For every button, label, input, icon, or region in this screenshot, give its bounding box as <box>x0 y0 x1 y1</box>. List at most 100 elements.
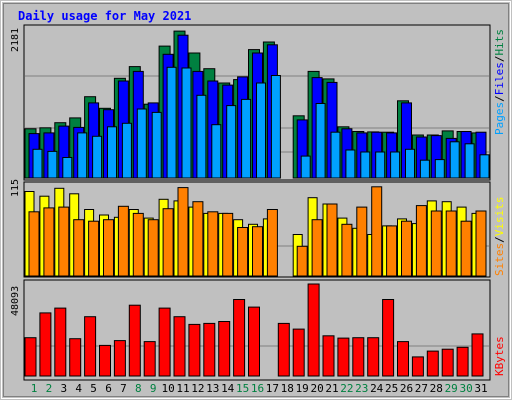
bar-kbytes-day-2 <box>39 312 52 377</box>
frame-shadow <box>3 3 509 397</box>
panel2-ymax-label: 115 <box>10 179 21 197</box>
x-tick-label-day-7: 7 <box>120 382 127 395</box>
bar-pages-day-24 <box>375 151 386 179</box>
x-tick-label-day-28: 28 <box>430 382 443 395</box>
bar-pages-day-28 <box>434 159 445 179</box>
legend-entry-1: / <box>493 236 506 243</box>
bar-sites-day-1 <box>28 211 40 277</box>
panel1-ymax-label: 2181 <box>10 28 21 52</box>
bar-pages-day-26 <box>405 148 415 179</box>
x-tick-label-day-12: 12 <box>191 382 204 395</box>
bar-sites-day-25 <box>386 225 398 277</box>
x-tick-label-day-10: 10 <box>161 382 174 395</box>
x-tick-label-day-23: 23 <box>355 382 368 395</box>
x-tick-label-day-1: 1 <box>31 382 38 395</box>
bar-pages-day-14 <box>226 105 237 179</box>
bar-pages-day-17 <box>270 75 281 179</box>
bar-sites-day-30 <box>460 220 472 277</box>
bar-pages-day-21 <box>330 131 341 179</box>
bar-pages-day-30 <box>464 143 475 179</box>
x-tick-label-day-5: 5 <box>90 382 97 395</box>
x-tick-label-day-30: 30 <box>459 382 472 395</box>
bar-kbytes-day-27 <box>411 356 424 377</box>
x-tick-label-day-24: 24 <box>370 382 384 395</box>
bar-kbytes-day-21 <box>322 335 335 377</box>
x-tick-label-day-19: 19 <box>296 382 309 395</box>
bar-pages-day-23 <box>360 151 371 179</box>
x-tick-label-day-27: 27 <box>415 382 428 395</box>
bar-sites-day-7 <box>117 205 129 277</box>
x-tick-label-day-13: 13 <box>206 382 219 395</box>
bar-sites-day-19 <box>296 245 308 277</box>
chart-title: Daily usage for May 2021 <box>18 9 191 23</box>
bar-pages-day-11 <box>181 67 192 179</box>
legend-entry-2: Visits <box>493 197 506 237</box>
bar-kbytes-day-24 <box>367 337 380 377</box>
bar-sites-day-16 <box>252 226 263 277</box>
bar-sites-day-8 <box>132 212 144 277</box>
x-tick-label-day-18: 18 <box>281 382 294 395</box>
bar-sites-day-5 <box>88 220 100 277</box>
bar-kbytes-day-7 <box>113 340 126 377</box>
bar-pages-day-27 <box>419 159 430 179</box>
x-tick-label-day-17: 17 <box>266 382 279 395</box>
legend-entry-0: KBytes <box>493 336 506 376</box>
bar-sites-day-4 <box>73 219 85 277</box>
legend-entry-1: / <box>493 95 506 102</box>
bar-sites-day-14 <box>222 212 234 277</box>
bar-marks <box>24 30 490 377</box>
bar-pages-day-19 <box>300 155 311 179</box>
bar-pages-day-6 <box>107 126 117 179</box>
bar-kbytes-day-25 <box>382 299 395 377</box>
x-tick-label-day-16: 16 <box>251 382 264 395</box>
bar-kbytes-day-3 <box>54 307 67 377</box>
bar-pages-day-5 <box>92 135 103 179</box>
bar-kbytes-day-8 <box>128 304 141 377</box>
x-tick-label-day-25: 25 <box>385 382 398 395</box>
bar-kbytes-day-9 <box>143 341 156 377</box>
x-tick-label-day-15: 15 <box>236 382 249 395</box>
x-tick-label-day-14: 14 <box>221 382 235 395</box>
bar-sites-day-17 <box>266 209 278 277</box>
bar-kbytes-day-12 <box>188 323 201 377</box>
bar-pages-day-29 <box>449 141 460 179</box>
bar-kbytes-day-23 <box>352 337 365 377</box>
bar-kbytes-day-14 <box>218 321 231 377</box>
bar-sites-day-28 <box>430 210 442 277</box>
bar-pages-day-12 <box>196 94 207 179</box>
x-tick-label-day-8: 8 <box>135 382 142 395</box>
bar-pages-day-15 <box>241 98 252 179</box>
bar-kbytes-day-30 <box>456 346 469 377</box>
bar-sites-day-15 <box>237 227 249 277</box>
bar-sites-day-9 <box>147 219 159 277</box>
panel1-legend: Pages/Files/Hits <box>493 29 506 135</box>
bar-kbytes-day-4 <box>69 338 82 377</box>
bar-kbytes-day-13 <box>203 322 216 377</box>
bar-kbytes-day-11 <box>173 316 186 377</box>
x-tick-label-day-11: 11 <box>176 382 189 395</box>
bar-kbytes-day-6 <box>99 344 111 377</box>
bar-sites-day-12 <box>192 201 204 277</box>
bar-kbytes-day-16 <box>248 306 260 377</box>
legend-entry-0: Sites <box>493 243 506 276</box>
bar-sites-day-27 <box>415 205 427 277</box>
bar-sites-day-29 <box>445 210 457 277</box>
bar-pages-day-4 <box>77 132 88 179</box>
bar-kbytes-day-22 <box>337 337 350 377</box>
bar-pages-day-3 <box>62 157 73 179</box>
legend-entry-2: Files <box>493 62 506 95</box>
x-tick-label-day-2: 2 <box>46 382 53 395</box>
x-tick-label-day-3: 3 <box>60 382 67 395</box>
bar-kbytes-day-26 <box>397 341 409 377</box>
bar-pages-day-20 <box>315 103 326 179</box>
x-tick-label-day-4: 4 <box>75 382 82 395</box>
bar-pages-day-1 <box>32 148 43 179</box>
bar-sites-day-22 <box>341 223 353 277</box>
bar-kbytes-day-5 <box>84 316 97 377</box>
bar-pages-day-22 <box>345 149 356 179</box>
bar-sites-day-10 <box>162 208 174 277</box>
bar-sites-day-3 <box>58 206 70 277</box>
bar-sites-day-6 <box>103 219 114 277</box>
